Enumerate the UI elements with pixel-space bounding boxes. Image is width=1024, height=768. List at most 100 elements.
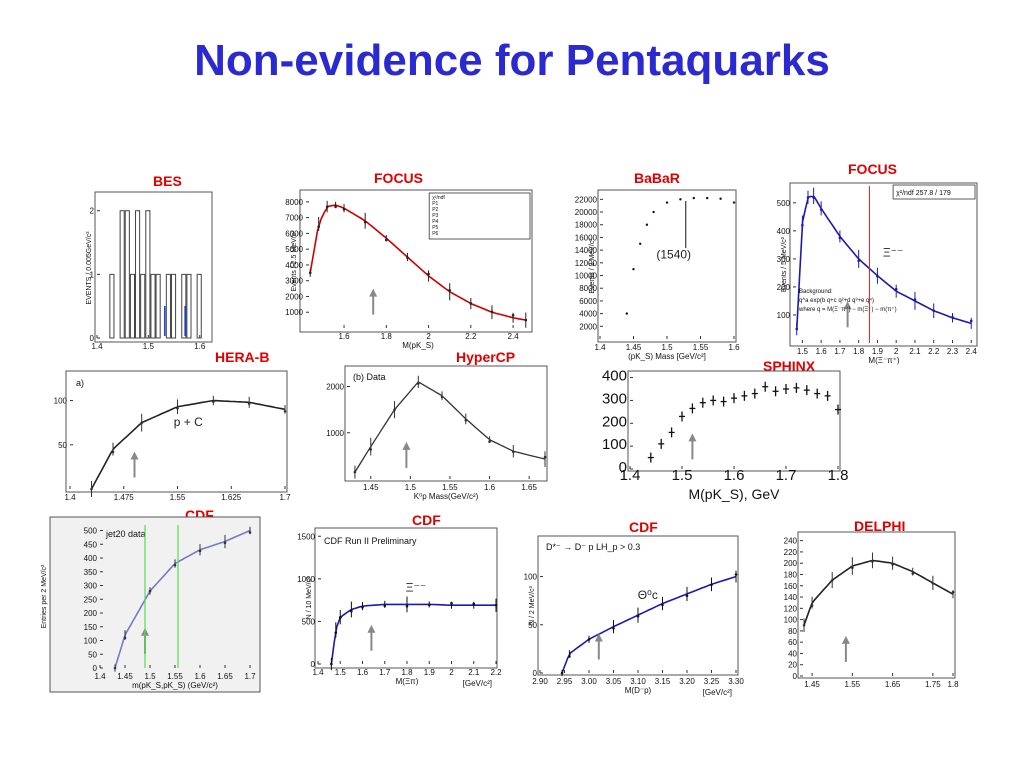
x-tick-label: 1.75 <box>925 680 941 689</box>
data-point <box>140 421 143 425</box>
data-point <box>612 627 615 630</box>
data-point <box>802 623 806 627</box>
label-focus-2: FOCUS <box>848 161 897 177</box>
x-tick-label: 1.6 <box>194 342 206 351</box>
x-axis-label: (pK_S) Mass [GeV/c²] <box>628 352 706 361</box>
data-point <box>969 319 973 323</box>
x-tick-label: 1.5 <box>405 483 417 492</box>
x-axis-unit: [GeV/c²] <box>703 688 732 697</box>
fit-curve <box>330 603 496 665</box>
y-tick-label: 2000 <box>326 383 344 392</box>
x-tick-label: 1.6 <box>338 332 350 341</box>
signal-arrow-head <box>369 288 378 297</box>
panel-frame <box>597 189 737 343</box>
panel-frame <box>797 531 956 679</box>
y-tick-label: 14000 <box>575 246 598 255</box>
data-point <box>665 201 669 204</box>
x-tick-label: 2.4 <box>966 347 978 356</box>
y-tick-label: 6000 <box>579 297 597 306</box>
data-point <box>330 662 333 666</box>
x-tick-label: 1.4 <box>594 343 606 352</box>
y-tick-label: 2000 <box>579 322 597 331</box>
y-tick-label: 220 <box>784 548 798 557</box>
x-tick-label: 1.4 <box>94 672 106 681</box>
signal-arrow-head <box>130 451 139 460</box>
y-tick-label: 0 <box>619 459 627 476</box>
data-point <box>338 616 342 619</box>
hist-bar <box>186 273 192 339</box>
chart-panel-1: 1.4 1.5 1.6 0 1 2 EVENTS / 0.005GeV/c² <box>86 191 213 351</box>
data-point <box>148 589 152 593</box>
x-tick-label: 1.5 <box>144 672 156 681</box>
y-tick-label: 100 <box>602 436 627 453</box>
data-point <box>632 267 635 271</box>
y-tick-label: 8000 <box>579 284 597 293</box>
x-tick-label: 1.8 <box>853 347 865 356</box>
data-point <box>560 671 564 675</box>
data-point <box>795 327 799 331</box>
y-tick-label: 100 <box>524 573 538 582</box>
panel-frame <box>627 370 841 472</box>
data-point <box>494 603 498 607</box>
y-axis-label: N / 10 MeV/c² <box>306 576 313 619</box>
data-point <box>427 272 430 276</box>
fit-curve <box>796 195 972 330</box>
chart-panel-11: 1.45 1.55 1.65 1.75 1.8 0 20 40 60 80 100 120 140 160… <box>784 531 959 689</box>
x-tick-label: 1.7 <box>279 493 291 502</box>
label-cdf-3: CDF <box>629 519 658 535</box>
slide-title: Non-evidence for Pentaquarks <box>194 36 830 85</box>
data-point <box>625 312 628 315</box>
x-tick-label: 1.8 <box>947 680 959 689</box>
data-point <box>385 238 388 242</box>
y-tick-label: 200 <box>784 559 798 568</box>
y-tick-label: 6000 <box>285 229 303 238</box>
y-tick-label: 400 <box>84 554 98 563</box>
data-point <box>932 309 936 312</box>
x-tick-label: 1.8 <box>381 332 393 341</box>
x-tick-label: 2.4 <box>508 332 520 341</box>
stats-line: P5 <box>432 225 438 231</box>
data-point <box>469 302 473 305</box>
y-tick-label: 3000 <box>285 277 303 286</box>
fit-curve <box>803 559 954 626</box>
data-point <box>448 289 451 292</box>
data-point <box>334 631 338 635</box>
data-point <box>810 604 814 607</box>
x-tick-label: 1.6 <box>357 668 369 677</box>
panel-label: (b) Data <box>353 372 386 382</box>
x-tick-label: 1.8 <box>401 668 413 677</box>
data-point <box>871 560 874 563</box>
data-point <box>838 236 842 240</box>
y-tick-label: 16000 <box>575 233 598 242</box>
panel-frame <box>344 365 548 482</box>
x-axis-label: M(pK_S), GeV <box>688 486 780 502</box>
data-point <box>393 408 396 412</box>
x-tick-label: 1.625 <box>221 493 242 502</box>
data-point <box>524 318 528 322</box>
x-tick-label: 1.45 <box>804 680 820 689</box>
data-point <box>876 274 879 278</box>
data-point <box>512 450 515 454</box>
signal-arrow-head <box>688 433 697 442</box>
y-tick-label: 400 <box>602 368 627 385</box>
stats-box <box>892 184 976 200</box>
x-tick-label: 1.5 <box>797 347 809 356</box>
data-point <box>719 197 722 200</box>
data-point <box>913 298 917 301</box>
hist-bar <box>196 273 202 339</box>
label-hypercp: HyperCP <box>456 349 516 365</box>
y-tick-label: 1500 <box>297 532 315 541</box>
data-point <box>710 583 713 587</box>
x-tick-label: 1.475 <box>114 493 135 502</box>
hist-bar <box>140 273 146 339</box>
y-tick-label: 160 <box>784 582 798 591</box>
y-tick-label: 1000 <box>326 429 344 438</box>
fit-curve <box>354 381 546 473</box>
x-tick-label: 3.00 <box>581 677 597 686</box>
panel-frame <box>65 370 288 493</box>
panel-label: CDF Run II Preliminary <box>324 536 417 546</box>
hist-bar <box>124 210 130 339</box>
x-tick-label: 1.4 <box>620 467 641 484</box>
y-tick-label: 240 <box>784 537 798 546</box>
annotation: Θ⁰c <box>638 588 658 602</box>
